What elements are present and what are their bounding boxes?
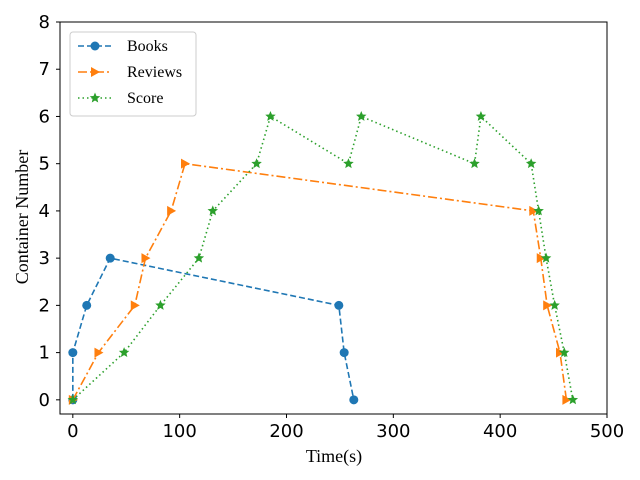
- data-point-score: [251, 158, 262, 169]
- x-tick-label: 400: [483, 421, 517, 442]
- y-tick-label: 5: [39, 154, 50, 175]
- y-tick-label: 0: [39, 390, 50, 411]
- data-point-books: [82, 300, 92, 310]
- legend-marker-score: [89, 92, 101, 103]
- data-point-books: [349, 395, 359, 405]
- y-tick-label: 2: [39, 295, 50, 316]
- x-axis: 0 100 200 300 400 500: [67, 414, 624, 442]
- legend: Books Reviews Score: [69, 31, 197, 117]
- y-axis-label: Container Number: [12, 150, 32, 284]
- data-point-reviews: [543, 300, 553, 311]
- legend-item-books: Books: [78, 38, 168, 55]
- data-point-score: [67, 394, 79, 405]
- data-point-reviews: [130, 300, 140, 311]
- data-point-score: [356, 110, 367, 121]
- legend-marker-reviews: [91, 67, 100, 77]
- data-point-reviews: [167, 205, 177, 216]
- x-tick-label: 200: [269, 421, 303, 442]
- data-point-books: [334, 300, 344, 310]
- legend-item-score: Score: [78, 90, 163, 107]
- data-point-reviews: [141, 253, 151, 264]
- data-point-score: [343, 158, 354, 169]
- data-point-books: [105, 253, 115, 263]
- x-axis-label: Time(s): [306, 446, 362, 467]
- y-tick-label: 8: [39, 12, 50, 33]
- x-tick-label: 300: [376, 421, 410, 442]
- y-tick-label: 1: [39, 343, 50, 364]
- data-point-score: [533, 205, 544, 216]
- data-point-score: [155, 299, 166, 310]
- data-point-score: [525, 158, 537, 169]
- y-tick-label: 3: [39, 248, 50, 269]
- y-tick-label: 7: [39, 59, 50, 80]
- data-point-score: [265, 110, 276, 121]
- plot-frame: [59, 21, 608, 415]
- data-point-score: [475, 110, 487, 121]
- legend-box: [69, 31, 197, 117]
- series-line-reviews: [72, 162, 568, 401]
- data-point-score: [469, 158, 480, 169]
- data-point-score: [118, 347, 130, 358]
- data-point-reviews: [180, 158, 190, 169]
- y-tick-label: 6: [39, 106, 50, 127]
- series-score: [67, 110, 579, 405]
- series-reviews: [68, 158, 572, 405]
- data-point-score: [207, 205, 219, 216]
- legend-label-books: Books: [127, 38, 168, 55]
- y-axis: 0 1 2 3 4 5 6 7 8: [39, 12, 60, 411]
- data-point-score: [540, 252, 552, 263]
- y-tick-label: 4: [39, 201, 50, 222]
- data-point-score: [567, 394, 579, 405]
- data-point-books: [68, 348, 78, 358]
- legend-item-reviews: Reviews: [78, 64, 182, 81]
- data-point-score: [559, 347, 570, 358]
- data-point-score: [549, 299, 560, 310]
- legend-label-score: Score: [127, 90, 163, 107]
- legend-label-reviews: Reviews: [127, 64, 182, 81]
- x-tick-label: 100: [162, 421, 196, 442]
- data-point-reviews: [536, 253, 546, 264]
- x-tick-label: 0: [67, 421, 78, 442]
- x-tick-label: 500: [590, 421, 624, 442]
- plot-lines: [67, 110, 579, 405]
- data-point-reviews: [94, 347, 104, 358]
- data-point-reviews: [555, 347, 565, 358]
- data-point-score: [193, 252, 205, 263]
- legend-marker-books: [90, 41, 100, 51]
- data-point-reviews: [562, 394, 572, 405]
- data-point-reviews: [529, 205, 539, 216]
- data-point-books: [339, 348, 349, 358]
